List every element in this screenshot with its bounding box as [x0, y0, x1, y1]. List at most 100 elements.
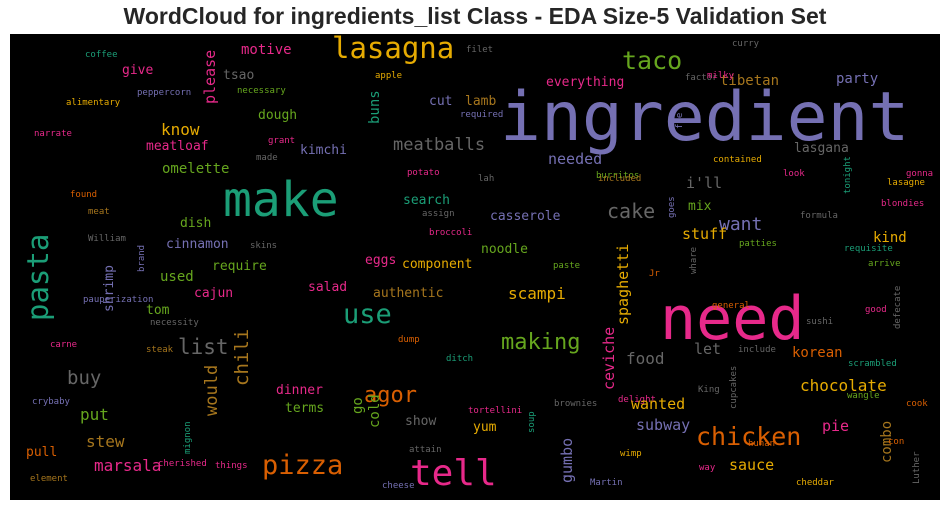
word-made: made	[256, 153, 278, 163]
word-blondies: blondies	[881, 199, 925, 209]
word-goes: goes	[667, 196, 677, 218]
word-brand: brand	[137, 244, 147, 272]
word-whare: whare	[689, 246, 699, 274]
word-wimp: wimp	[620, 449, 642, 459]
word-lasagna: lasagna	[332, 34, 455, 65]
word-show: show	[405, 414, 437, 429]
word-arrive: arrive	[868, 259, 901, 269]
word-burritos: burritos	[596, 171, 640, 181]
word-noodle: noodle	[481, 242, 528, 257]
word-apple: apple	[375, 71, 403, 81]
word-factor: factor	[685, 73, 718, 83]
word-meat: meat	[88, 207, 110, 217]
word-motive: motive	[241, 42, 292, 58]
word-william: William	[88, 234, 126, 244]
word-cold: cold	[367, 394, 383, 428]
word-ditch: ditch	[446, 354, 474, 364]
word-salad: salad	[308, 280, 348, 295]
word-lah: lah	[478, 174, 495, 184]
word-required: required	[460, 110, 504, 120]
word-pull: pull	[26, 445, 58, 460]
word-make: make	[223, 172, 339, 228]
word-coffee: coffee	[85, 50, 118, 60]
word-cupcakes: cupcakes	[729, 365, 739, 409]
word-defecate: defecate	[893, 285, 903, 329]
word-yum: yum	[473, 420, 497, 435]
word-scrambled: scrambled	[848, 359, 897, 369]
word-carne: carne	[50, 340, 78, 350]
word-tsao: tsao	[223, 68, 255, 83]
word-cheddar: cheddar	[796, 478, 834, 488]
word-cake: cake	[607, 199, 656, 223]
word-subway: subway	[636, 416, 691, 434]
word-stew: stew	[86, 432, 125, 451]
word-general: general	[712, 301, 750, 311]
word-peppercorn: peppercorn	[137, 88, 192, 98]
word-scampi: scampi	[508, 284, 566, 303]
word-hunan: hunan	[748, 439, 776, 449]
word-grant: grant	[268, 136, 296, 146]
word-kimchi: kimchi	[300, 143, 347, 158]
word-brownies: brownies	[554, 399, 598, 409]
word-alimentary: alimentary	[66, 98, 121, 108]
word-filet: filet	[466, 45, 494, 55]
word-used: used	[160, 269, 194, 285]
word-luther: Luther	[912, 451, 922, 484]
word-ingredient: ingredient	[500, 78, 910, 157]
word-tom: tom	[146, 303, 170, 318]
word-know: know	[161, 120, 200, 139]
word-want: want	[719, 214, 763, 235]
word-chocolate: chocolate	[800, 376, 887, 395]
word-skins: skins	[250, 241, 278, 251]
word-omelette: omelette	[162, 161, 230, 177]
word-way: way	[699, 463, 716, 473]
word-tonight: tonight	[843, 156, 853, 194]
word-put: put	[80, 405, 109, 424]
word-needed: needed	[548, 150, 603, 168]
word-mix: mix	[688, 199, 712, 214]
word-authentic: authentic	[373, 286, 444, 301]
word-dinner: dinner	[276, 383, 323, 398]
word-soup: soup	[527, 411, 537, 433]
word-included: included	[598, 174, 642, 184]
word-eggs: eggs	[365, 253, 397, 268]
word-pasta: pasta	[21, 233, 55, 321]
word-need: need	[660, 284, 805, 354]
word-good: good	[865, 305, 887, 315]
word-spaghetti: spaghetti	[614, 243, 632, 325]
word-tell: tell	[410, 453, 497, 494]
word-dish: dish	[180, 216, 212, 231]
word-cut: cut	[429, 94, 453, 109]
word-king: King	[698, 385, 720, 395]
word-include: include	[738, 345, 776, 355]
word-party: party	[836, 71, 879, 87]
word-taco: taco	[622, 46, 683, 75]
word-lamb: lamb	[465, 94, 497, 109]
word-dump: dump	[398, 335, 420, 345]
word-lasagne: lasagne	[887, 178, 925, 188]
word-search: search	[403, 193, 450, 208]
word-cinnamon: cinnamon	[166, 237, 229, 252]
word-use: use	[343, 299, 392, 330]
word-cheese: cheese	[382, 481, 415, 491]
word-assign: assign	[422, 209, 455, 219]
word-necessity: necessity	[150, 318, 199, 328]
word-pauperization: pauperization	[83, 295, 154, 305]
word-would: would	[202, 364, 222, 416]
word-delight: delight	[618, 395, 656, 405]
word-food: food	[626, 349, 665, 368]
word-steak: steak	[146, 345, 174, 355]
word-element: element	[30, 474, 68, 484]
word-contained: contained	[713, 155, 762, 165]
word-require: require	[212, 259, 267, 274]
word-look: look	[783, 169, 805, 179]
word-requisite: requisite	[844, 244, 893, 254]
word-wangle: wangle	[847, 391, 880, 401]
word-found: found	[70, 190, 98, 200]
word-narrate: narrate	[34, 129, 72, 139]
word-terms: terms	[285, 401, 325, 416]
word-dough: dough	[258, 108, 298, 123]
word-lasgana: lasgana	[794, 141, 849, 156]
word-jr: Jr	[649, 269, 660, 279]
word-cherished: cherished	[158, 459, 207, 469]
